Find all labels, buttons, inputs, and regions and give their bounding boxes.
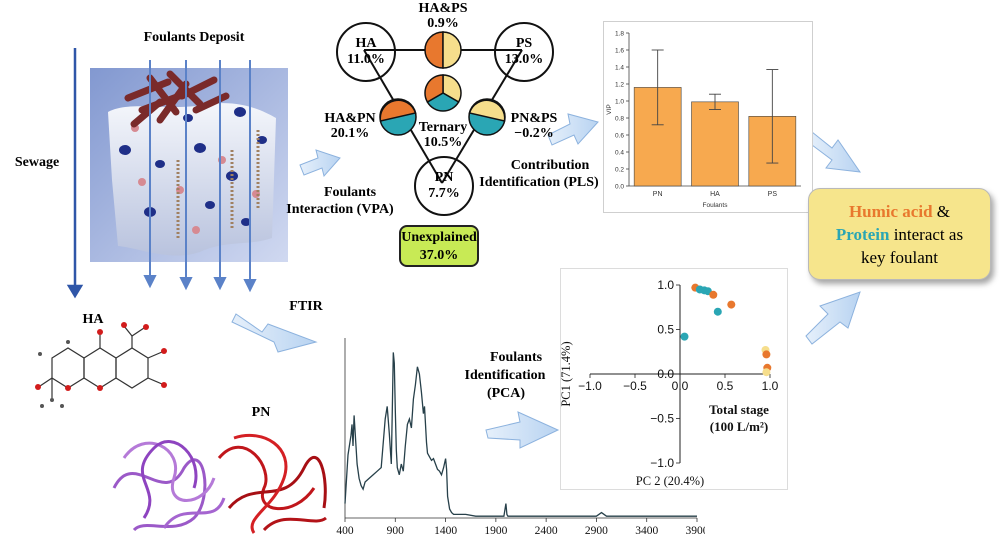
callout-rest1: interact as: [889, 225, 964, 244]
vip-y-tick-label: 0.4: [615, 150, 624, 157]
pn-label: PN: [251, 405, 271, 420]
foulants-identification-label: Foulants: [489, 350, 543, 365]
vip-y-tick-label: 0.8: [615, 116, 624, 123]
vip-y-tick-label: 1.8: [615, 31, 624, 38]
ftir-x-tick-label: 2400: [535, 525, 558, 537]
sewage-label: Sewage: [14, 155, 60, 170]
pca-scatter-chart: −1.0 −0.5 0.0 0.5 1.0 1.0 0.5 0.0 −0.5 −1.0 PC 2 (…: [560, 278, 779, 488]
pie-hapn-ha: [379, 99, 417, 122]
vpa-ternary-name: Ternary: [418, 120, 468, 135]
foulants-interaction-label: Foulants: [323, 185, 377, 200]
pca-annotation-total-stage: Total stage: [709, 402, 769, 417]
ftir-x-tick-label: 3900: [686, 525, 706, 537]
pca-point: [713, 307, 722, 316]
pca-chart-panel: [560, 268, 788, 490]
pca-y-axis-label: PC1 (71.4%): [560, 341, 573, 406]
callout-humic-acid: Humic acid: [848, 202, 933, 221]
foulants-interaction-label-2: Interaction (VPA): [286, 202, 394, 217]
pca-y-tick-label: −0.5: [650, 412, 674, 426]
vpa-ps-name: PS: [515, 36, 533, 51]
vpa-node-ha: HA 11.0%: [336, 22, 396, 82]
contribution-label-2: Identification (PLS): [479, 175, 599, 190]
pca-x-tick-label: 0.0: [672, 379, 689, 393]
vip-y-tick-label: 1.4: [615, 65, 624, 72]
vip-x-axis-label: Foulants: [703, 202, 729, 209]
ftir-x-tick-label: 3400: [635, 525, 658, 537]
vpa-pnps-name: PN&PS: [510, 111, 558, 126]
pca-annotation-flux: (100 L/m²): [710, 419, 768, 434]
vip-x-tick-label: PS: [768, 191, 778, 198]
vip-y-tick-label: 1.0: [615, 99, 624, 106]
vpa-ps-value: 13.0%: [504, 52, 544, 67]
vpa-haps-value: 0.9%: [427, 16, 459, 31]
ftir-x-tick-label: 1900: [484, 525, 507, 537]
vpa-ha-name: HA: [355, 36, 377, 51]
vpa-node-pn: PN 7.7%: [414, 156, 474, 216]
pca-y-tick-label: 0.0: [657, 367, 674, 381]
vpa-hapn-name: HA&PN: [324, 111, 376, 126]
vip-y-tick-label: 1.6: [615, 48, 624, 55]
vip-y-tick-label: 0.0: [615, 184, 624, 191]
ftir-label: FTIR: [289, 299, 323, 314]
pca-x-tick-label: 1.0: [762, 379, 779, 393]
pca-point: [727, 300, 736, 309]
ha-molecule: [35, 322, 167, 408]
pca-x-tick-label: −1.0: [578, 379, 602, 393]
callout-rest2: key foulant: [861, 248, 938, 267]
pn-protein: [112, 433, 327, 534]
foulants-deposit-label: Foulants Deposit: [143, 30, 245, 45]
pca-x-axis-label: PC 2 (20.4%): [636, 474, 704, 488]
vip-y-tick-label: 0.2: [615, 167, 624, 174]
vpa-haps-name: HA&PS: [418, 1, 468, 16]
vip-x-tick-label: PN: [653, 191, 663, 198]
callout-amp: &: [932, 202, 951, 221]
pca-x-tick-label: 0.5: [717, 379, 734, 393]
pca-x-tick-label: −0.5: [623, 379, 647, 393]
vpa-node-ps: PS 13.0%: [494, 22, 554, 82]
pca-point: [762, 368, 771, 377]
pie-haps-ha: [424, 31, 444, 69]
vip-y-tick-label: 1.2: [615, 82, 624, 89]
pie-haps-ps: [442, 31, 462, 69]
vip-y-axis-label: VIP: [606, 104, 613, 114]
pca-point: [762, 350, 771, 359]
pca-y-tick-label: −1.0: [650, 456, 674, 470]
ftir-spectrum-chart: 400 900 1400 1900 2400 2900 3400 3900: [336, 338, 706, 537]
pie-ternary-ha: [424, 74, 444, 104]
ftir-x-tick-label: 2900: [585, 525, 608, 537]
pca-point: [709, 290, 718, 299]
vpa-unexplained-name: Unexplained: [401, 230, 477, 245]
vip-y-tick-label: 0.6: [615, 133, 624, 140]
vip-x-tick-label: HA: [710, 191, 720, 198]
ftir-x-tick-label: 400: [336, 525, 354, 537]
callout-protein: Protein: [835, 225, 890, 244]
vip-bar-chart: 0.0 0.2 0.4 0.6 0.8 1.0 1.2 1.4 1.6 1.8 PN HA PS Foul…: [606, 31, 801, 209]
pie-ternary-pn: [426, 92, 460, 112]
vpa-ha-value: 11.0%: [347, 52, 385, 67]
key-foulant-callout: Humic acid & Protein interact as key fou…: [808, 188, 991, 280]
pca-y-tick-label: 1.0: [657, 278, 674, 292]
vip-bar-ha: [691, 101, 739, 187]
contribution-label: Contribution: [510, 158, 590, 173]
ha-label: HA: [82, 312, 104, 327]
foulants-identification-label-2: Identification: [464, 368, 546, 383]
pca-y-tick-label: 0.5: [657, 323, 674, 337]
membrane-illustration: [66, 48, 288, 299]
vpa-unexplained-box: Unexplained 37.0%: [399, 225, 479, 267]
ftir-x-tick-label: 1400: [434, 525, 457, 537]
ftir-spectrum-line: [344, 352, 697, 517]
vpa-pn-name: PN: [434, 170, 454, 185]
vpa-pnps-value: −0.2%: [514, 126, 554, 141]
vpa-unexplained-value: 37.0%: [419, 248, 459, 263]
ftir-x-tick-label: 900: [387, 525, 405, 537]
pca-point: [680, 332, 689, 341]
vpa-ternary-value: 10.5%: [423, 135, 463, 150]
vpa-pn-value: 7.7%: [428, 186, 460, 201]
vpa-hapn-value: 20.1%: [330, 126, 370, 141]
foulants-identification-label-3: (PCA): [486, 386, 526, 401]
pie-pnps-ps: [468, 99, 506, 122]
